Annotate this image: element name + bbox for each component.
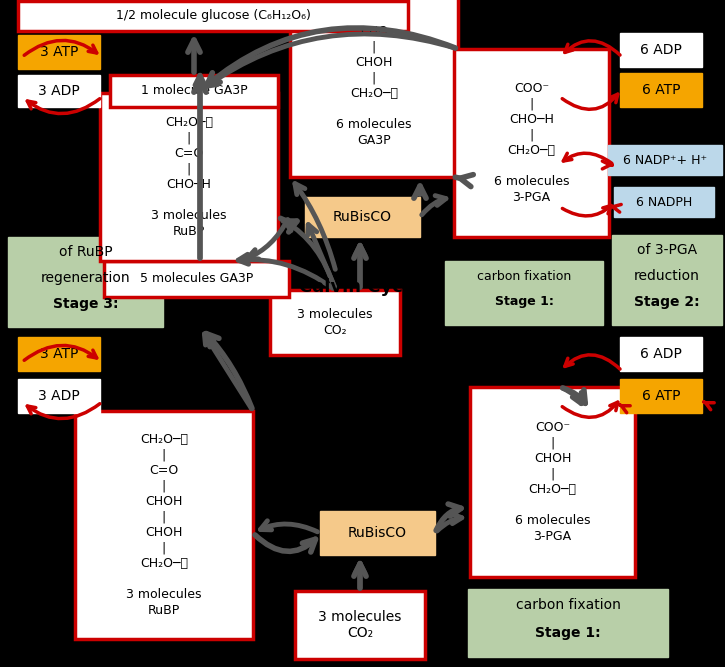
- FancyBboxPatch shape: [270, 290, 400, 355]
- FancyBboxPatch shape: [290, 0, 458, 177]
- Text: Stage 2:: Stage 2:: [634, 295, 700, 309]
- Text: of RuBP: of RuBP: [59, 245, 112, 259]
- Text: Stage 1:: Stage 1:: [535, 626, 601, 640]
- Text: 6 ATP: 6 ATP: [642, 83, 680, 97]
- FancyBboxPatch shape: [620, 73, 702, 107]
- Text: carbon fixation: carbon fixation: [477, 270, 571, 283]
- FancyBboxPatch shape: [468, 589, 668, 657]
- Text: 5 molecules GA3P: 5 molecules GA3P: [140, 273, 253, 285]
- FancyBboxPatch shape: [620, 337, 702, 371]
- Text: RuBisCO: RuBisCO: [348, 526, 407, 540]
- FancyBboxPatch shape: [18, 337, 100, 371]
- Text: 1 molecule GA3P: 1 molecule GA3P: [141, 85, 247, 97]
- Text: Stage 3:: Stage 3:: [53, 297, 118, 311]
- FancyBboxPatch shape: [612, 235, 722, 325]
- Text: 6 ADP: 6 ADP: [640, 347, 682, 361]
- FancyBboxPatch shape: [8, 237, 163, 327]
- Text: RuBisCO: RuBisCO: [333, 210, 392, 224]
- Text: regeneration: regeneration: [41, 271, 130, 285]
- Text: 6 ATP: 6 ATP: [642, 389, 680, 403]
- Text: 3 molecules
CO₂: 3 molecules CO₂: [297, 308, 373, 337]
- FancyBboxPatch shape: [295, 591, 425, 659]
- Text: Stage 1:: Stage 1:: [494, 295, 553, 308]
- FancyBboxPatch shape: [454, 49, 609, 237]
- Text: 3 ADP: 3 ADP: [38, 389, 80, 403]
- FancyBboxPatch shape: [614, 187, 714, 217]
- Text: 6 NADPH: 6 NADPH: [636, 195, 692, 209]
- Text: of 3-PGA: of 3-PGA: [637, 243, 697, 257]
- FancyBboxPatch shape: [75, 411, 253, 639]
- Text: Calvin Cycle: Calvin Cycle: [299, 278, 421, 296]
- FancyBboxPatch shape: [18, 75, 100, 107]
- Text: reduction: reduction: [634, 269, 700, 283]
- Text: COO⁻
|
CHOH
|
CH₂O─Ⓟ

6 molecules
3-PGA: COO⁻ | CHOH | CH₂O─Ⓟ 6 molecules 3-PGA: [515, 422, 590, 543]
- FancyBboxPatch shape: [620, 33, 702, 67]
- Text: 6 NADP⁺+ H⁺: 6 NADP⁺+ H⁺: [623, 153, 707, 167]
- FancyBboxPatch shape: [100, 93, 278, 261]
- FancyBboxPatch shape: [620, 379, 702, 413]
- FancyBboxPatch shape: [320, 511, 435, 555]
- Text: 3 ATP: 3 ATP: [40, 45, 78, 59]
- FancyBboxPatch shape: [305, 197, 420, 237]
- Text: 6 ADP: 6 ADP: [640, 43, 682, 57]
- FancyBboxPatch shape: [110, 75, 278, 107]
- FancyBboxPatch shape: [104, 261, 289, 297]
- Text: CHO
|
CHOH
|
CH₂O─Ⓟ

6 molecules
GA3P: CHO | CHOH | CH₂O─Ⓟ 6 molecules GA3P: [336, 25, 412, 147]
- FancyBboxPatch shape: [445, 261, 603, 325]
- Text: CH₂O─Ⓟ
|
C=O
|
CHO─H

3 molecules
RuBP: CH₂O─Ⓟ | C=O | CHO─H 3 molecules RuBP: [152, 116, 227, 237]
- Text: 3 ADP: 3 ADP: [38, 84, 80, 98]
- Text: COO⁻
|
CHO─H
|
CH₂O─Ⓟ

6 molecules
3-PGA: COO⁻ | CHO─H | CH₂O─Ⓟ 6 molecules 3-PGA: [494, 82, 569, 203]
- FancyBboxPatch shape: [18, 35, 100, 69]
- FancyBboxPatch shape: [608, 145, 722, 175]
- FancyBboxPatch shape: [18, 379, 100, 413]
- Text: 3 ATP: 3 ATP: [40, 347, 78, 361]
- Text: carbon fixation: carbon fixation: [515, 598, 621, 612]
- Text: 1/2 molecule glucose (C₆H₁₂O₆): 1/2 molecule glucose (C₆H₁₂O₆): [115, 9, 310, 23]
- Text: CH₂O─Ⓟ
|
C=O
|
CHOH
|
CHOH
|
CH₂O─Ⓟ

3 molecules
RuBP: CH₂O─Ⓟ | C=O | CHOH | CHOH | CH₂O─Ⓟ 3 mo…: [126, 434, 202, 617]
- Text: 3 molecules
CO₂: 3 molecules CO₂: [318, 610, 402, 640]
- FancyBboxPatch shape: [470, 387, 635, 577]
- FancyBboxPatch shape: [18, 1, 408, 31]
